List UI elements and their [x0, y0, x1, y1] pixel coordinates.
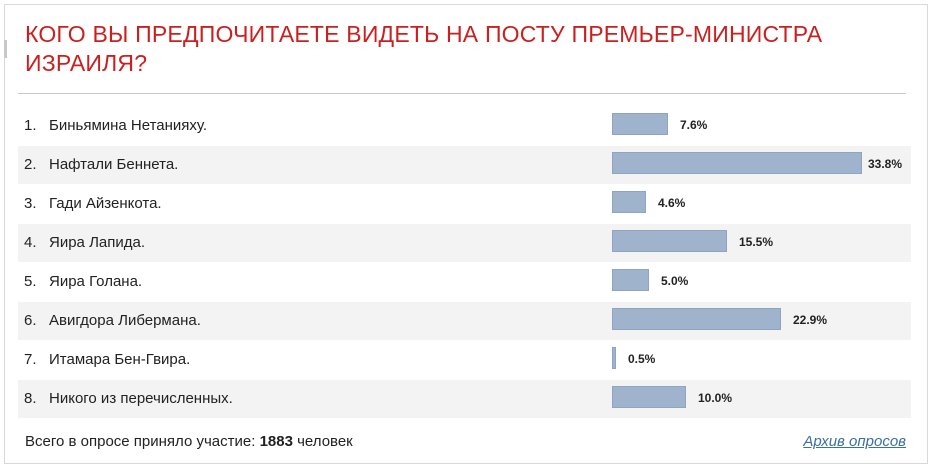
- result-bar: [612, 113, 668, 135]
- option-label: Биньямина Нетанияху.: [49, 117, 208, 134]
- result-row: 6. Авигдора Либермана. 22.9%: [18, 302, 911, 340]
- result-bar: [612, 347, 616, 369]
- option-label: Гади Айзенкота.: [49, 195, 162, 212]
- result-bar: [612, 269, 649, 291]
- result-percent: 10.0%: [698, 391, 733, 405]
- result-bar: [612, 191, 646, 213]
- total-participants: Всего в опросе приняло участие: 1883 чел…: [25, 433, 353, 450]
- left-accent: [4, 40, 7, 58]
- option-label: Никого из перечисленных.: [49, 390, 233, 407]
- option-number: 1.: [24, 117, 37, 134]
- archive-link[interactable]: Архив опросов: [803, 433, 906, 450]
- option-label: Яира Голана.: [49, 273, 143, 290]
- result-percent: 5.0%: [661, 274, 689, 288]
- result-row: 8. Никого из перечисленных. 10.0%: [18, 380, 911, 418]
- option-number: 7.: [24, 351, 37, 368]
- option-number: 4.: [24, 234, 37, 251]
- option-number: 3.: [24, 195, 37, 212]
- result-bar: [612, 152, 862, 174]
- option-number: 5.: [24, 273, 37, 290]
- option-number: 8.: [24, 390, 37, 407]
- option-label: Авигдора Либермана.: [49, 312, 201, 329]
- result-percent: 33.8%: [868, 157, 903, 171]
- result-row: 7. Итамара Бен-Гвира. 0.5%: [18, 341, 911, 379]
- result-percent: 4.6%: [658, 196, 686, 210]
- total-prefix: Всего в опросе приняло участие:: [25, 433, 256, 450]
- option-label: Нафтали Беннета.: [49, 156, 179, 173]
- result-row: 1. Биньямина Нетанияху. 7.6%: [18, 107, 911, 145]
- total-suffix: человек: [297, 433, 353, 450]
- option-number: 6.: [24, 312, 37, 329]
- option-label: Итамара Бен-Гвира.: [49, 351, 191, 368]
- title-divider: [18, 93, 906, 94]
- result-percent: 22.9%: [793, 313, 828, 327]
- result-percent: 15.5%: [739, 235, 774, 249]
- result-percent: 7.6%: [680, 118, 708, 132]
- total-count: 1883: [259, 433, 293, 450]
- option-number: 2.: [24, 156, 37, 173]
- result-bar: [612, 308, 781, 330]
- result-bar: [612, 386, 686, 408]
- result-row: 3. Гади Айзенкота. 4.6%: [18, 185, 911, 223]
- result-row: 5. Яира Голана. 5.0%: [18, 263, 911, 301]
- result-bar: [612, 230, 727, 252]
- poll-title: КОГО ВЫ ПРЕДПОЧИТАЕТЕ ВИДЕТЬ НА ПОСТУ ПР…: [25, 21, 823, 76]
- result-percent: 0.5%: [628, 352, 656, 366]
- result-row: 2. Нафтали Беннета. 33.8%: [18, 146, 911, 184]
- poll-frame: [4, 4, 928, 464]
- option-label: Яира Лапида.: [49, 234, 146, 251]
- result-row: 4. Яира Лапида. 15.5%: [18, 224, 911, 262]
